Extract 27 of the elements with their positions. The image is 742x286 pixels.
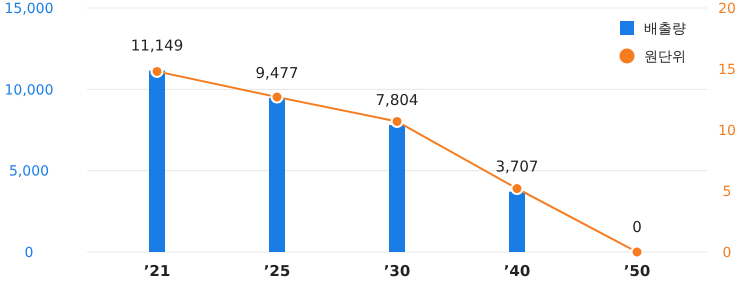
x-tick-label: ’30 [384, 262, 410, 280]
x-tick-label: ’50 [624, 262, 650, 280]
legend-label: 배출량 [644, 21, 686, 37]
x-tick-label: ’25 [264, 262, 290, 280]
y2-tick-label: 15 [718, 62, 736, 78]
legend-label: 원단위 [644, 49, 686, 65]
y2-tick-label: 0 [722, 245, 732, 261]
y2-tick-label: 5 [722, 184, 732, 200]
bar [149, 70, 165, 252]
point [510, 182, 524, 196]
data-label: 7,804 [376, 91, 418, 110]
y-tick-label: 5,000 [8, 164, 50, 180]
bar [269, 98, 285, 252]
y-tick-label: 0 [24, 245, 34, 261]
data-label: 11,149 [130, 36, 184, 55]
y2-tick-label: 20 [718, 1, 736, 17]
y2-tick-label: 10 [718, 123, 736, 139]
y-tick-label: 15,000 [4, 1, 54, 17]
data-label: 9,477 [256, 64, 298, 82]
bar [509, 192, 525, 252]
x-tick-label: ’21 [144, 262, 170, 280]
bar [389, 125, 405, 252]
data-label: 3,707 [496, 158, 538, 176]
x-tick-label: ’40 [504, 262, 530, 280]
point [270, 90, 284, 104]
y-tick-label: 10,000 [4, 82, 54, 98]
data-label: 0 [632, 218, 642, 236]
